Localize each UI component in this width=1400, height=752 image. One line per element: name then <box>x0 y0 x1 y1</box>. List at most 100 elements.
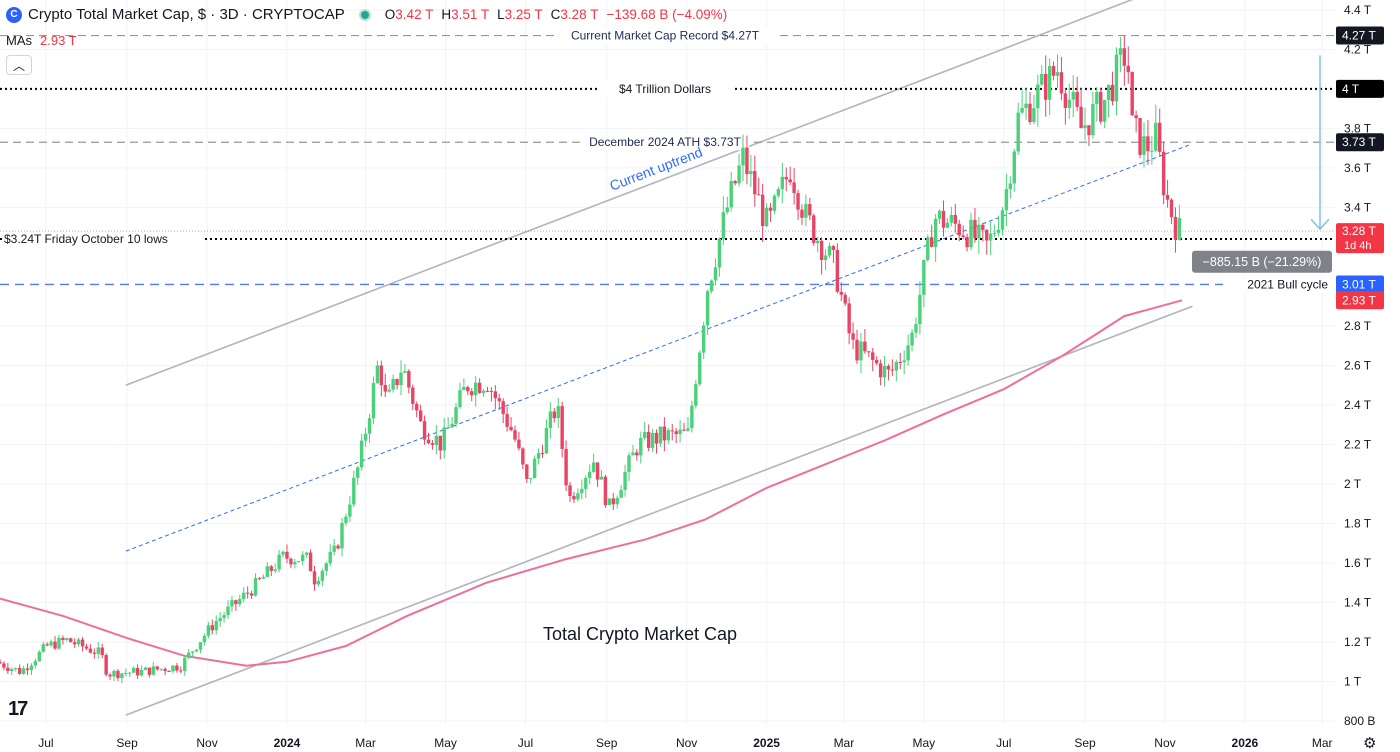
candle-body <box>835 249 840 292</box>
candle-body <box>359 440 364 468</box>
candle-body <box>643 431 647 438</box>
candle-body <box>304 552 309 555</box>
candle-body <box>540 453 545 455</box>
candle-body <box>320 570 325 581</box>
candle-body <box>112 670 116 677</box>
axis-tag-bg <box>1336 275 1384 294</box>
candle-body <box>297 561 301 563</box>
chart-title-annotation: Total Crypto Market Cap <box>543 624 737 644</box>
candle-body <box>1024 103 1028 109</box>
candle-body <box>823 255 828 261</box>
candle-body <box>686 428 690 431</box>
moving-average-line[interactable] <box>0 299 1183 667</box>
candle-body <box>194 649 199 652</box>
level-label-bg <box>554 27 776 44</box>
measure-label-bg <box>1192 250 1332 273</box>
candle-body <box>285 551 289 559</box>
candle-body <box>1032 108 1036 123</box>
candle-body <box>981 224 985 230</box>
candle-body <box>776 189 781 196</box>
x-tick-label: Nov <box>196 736 217 750</box>
candle-body <box>2 663 6 668</box>
candle-body <box>548 411 553 428</box>
candle-body <box>261 576 266 579</box>
candle-body <box>206 625 211 636</box>
candle-body <box>128 672 132 674</box>
level-label: 2021 Bull cycle <box>1247 277 1328 291</box>
candle-body <box>922 259 926 295</box>
candle-body <box>25 668 30 671</box>
candle-body <box>694 384 698 406</box>
candle-body <box>76 639 81 645</box>
candle-body <box>1083 125 1087 129</box>
candle-body <box>198 642 203 650</box>
x-tick-label: Jul <box>996 736 1011 750</box>
x-tick-label: Nov <box>676 736 697 750</box>
candle-body <box>183 657 187 671</box>
tradingview-logo[interactable]: 17 <box>8 698 28 720</box>
candle-body <box>764 207 769 227</box>
candle-body <box>88 648 93 653</box>
candle-body <box>1012 151 1016 184</box>
candle-body <box>454 407 458 424</box>
channel-lower-line[interactable] <box>125 305 1193 716</box>
candle-body <box>418 410 423 422</box>
candle-body <box>745 147 749 175</box>
candle-body <box>1118 48 1123 55</box>
candle-body <box>399 372 403 386</box>
candle-body <box>100 647 104 656</box>
candle-body <box>804 204 808 218</box>
candle-body <box>167 670 171 672</box>
axis-tag-bg <box>1336 79 1384 98</box>
candle-body <box>670 430 674 432</box>
candle-body <box>171 665 175 672</box>
candle-body <box>996 229 1001 233</box>
x-tick-label: May <box>434 736 457 750</box>
candle-body <box>1130 72 1134 116</box>
candle-body <box>698 352 702 385</box>
candle-body <box>442 427 446 451</box>
candle-body <box>961 235 965 237</box>
candle-body <box>933 218 938 247</box>
candle-body <box>430 443 435 445</box>
x-tick-label: Sep <box>596 736 618 750</box>
candle-body <box>906 345 910 361</box>
candle-body <box>6 667 10 671</box>
candle-body <box>1044 73 1048 100</box>
candle-body <box>678 429 682 435</box>
candle-body <box>690 405 694 429</box>
candle-body <box>497 398 501 402</box>
x-tick-label: Mar <box>1312 736 1333 750</box>
gear-icon[interactable]: ⚙ <box>1363 735 1377 752</box>
candle-body <box>721 212 726 239</box>
level-label: Current Market Cap Record $4.27T <box>571 29 760 43</box>
candle-body <box>1165 195 1170 200</box>
candle-body <box>269 566 273 571</box>
candle-body <box>450 423 454 428</box>
candle-body <box>874 359 879 364</box>
candle-body <box>1000 210 1005 230</box>
candle-body <box>815 240 820 243</box>
current-price-tag: 3.28 T <box>1342 224 1376 238</box>
candle-body <box>792 182 796 194</box>
y-tick-label: 3.4 T <box>1344 200 1372 214</box>
candle-body <box>210 625 214 631</box>
channel-upper-line[interactable] <box>125 0 1142 386</box>
candle-body <box>646 431 651 448</box>
ma-legend[interactable]: MAs 2.93 T <box>6 33 77 48</box>
candle-body <box>57 637 61 649</box>
candle-body <box>242 592 246 599</box>
candle-body <box>1134 115 1138 119</box>
candle-body <box>796 193 800 210</box>
candle-body <box>477 382 482 393</box>
candle-body <box>363 433 368 441</box>
collapse-legend-button[interactable]: ︿ <box>6 55 32 75</box>
candle-body <box>627 455 631 472</box>
channel-mid-line[interactable] <box>125 143 1192 552</box>
symbol-title[interactable]: Crypto Total Market Cap, $ · 3D · CRYPTO… <box>28 6 345 23</box>
candle-body <box>631 452 635 456</box>
candle-body <box>753 171 757 195</box>
candle-body <box>163 668 167 671</box>
candle-body <box>84 646 89 649</box>
